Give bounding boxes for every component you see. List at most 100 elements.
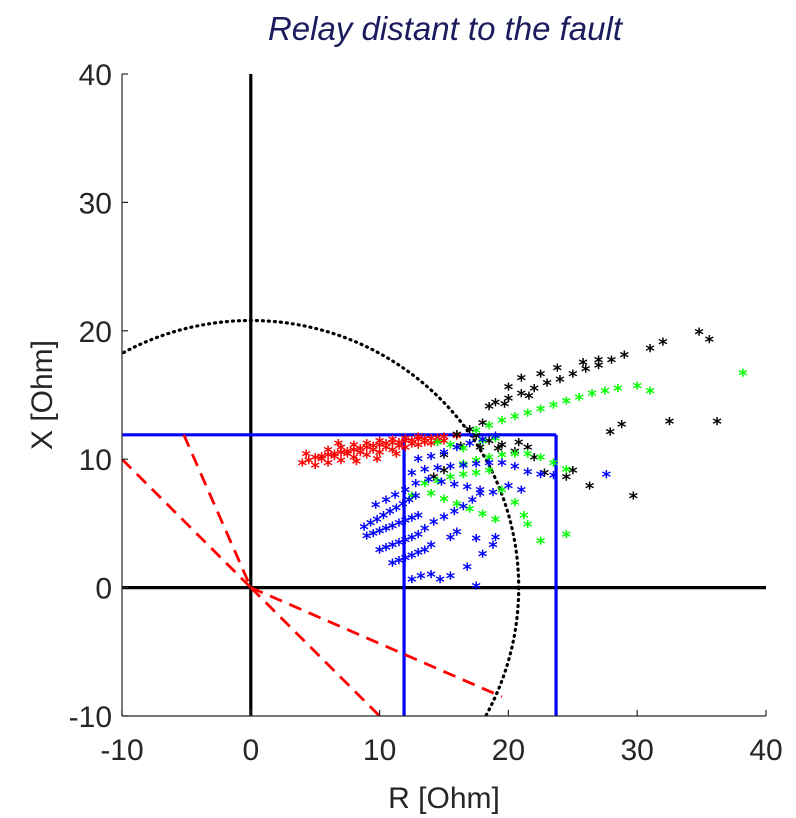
data-point: *	[478, 507, 488, 528]
x-tick-label: 10	[363, 734, 396, 767]
data-point: *	[381, 493, 391, 514]
data-point: *	[388, 432, 398, 453]
data-point: *	[392, 446, 402, 467]
data-point: *	[471, 457, 481, 478]
data-point: *	[607, 353, 617, 374]
data-point: *	[414, 451, 424, 472]
data-point: *	[594, 358, 604, 379]
data-point: *	[484, 418, 494, 439]
data-point: *	[407, 548, 417, 569]
data-point: *	[459, 499, 469, 520]
data-point: *	[435, 572, 445, 593]
data-point: *	[372, 451, 382, 472]
data-point: *	[510, 444, 520, 465]
data-point: *	[632, 378, 642, 399]
data-point: *	[359, 520, 369, 541]
data-point: *	[581, 362, 591, 383]
data-point: *	[356, 445, 366, 466]
data-point: *	[304, 453, 314, 474]
data-point: *	[439, 463, 449, 484]
data-point: *	[452, 428, 462, 449]
data-point: *	[426, 431, 436, 452]
data-point: *	[298, 455, 308, 476]
data-point: *	[330, 446, 340, 467]
data-point: *	[617, 417, 627, 438]
blinder-line-1	[122, 458, 252, 589]
data-point: *	[549, 398, 559, 419]
data-point: *	[362, 436, 372, 457]
data-point: *	[439, 430, 449, 451]
data-point: *	[645, 383, 655, 404]
data-point: *	[414, 527, 424, 548]
data-point: *	[471, 453, 481, 474]
data-point: *	[362, 448, 372, 469]
data-point: *	[420, 462, 430, 483]
data-point: *	[523, 464, 533, 485]
data-point: *	[446, 568, 456, 589]
data-point: *	[414, 430, 424, 451]
data-point: *	[388, 435, 398, 456]
data-point: *	[379, 508, 389, 529]
data-point: *	[426, 486, 436, 507]
data-point: *	[433, 430, 443, 451]
data-point: *	[362, 440, 372, 461]
data-point: *	[429, 514, 439, 535]
data-point: *	[497, 437, 507, 458]
data-point: *	[375, 437, 385, 458]
data-point: *	[336, 453, 346, 474]
data-point: *	[446, 437, 456, 458]
data-point: *	[658, 335, 668, 356]
data-point: *	[529, 450, 539, 471]
data-point: *	[665, 414, 675, 435]
y-tick-label: 40	[79, 59, 112, 92]
data-point: *	[510, 409, 520, 430]
data-point: *	[394, 516, 404, 537]
data-point: *	[524, 389, 534, 410]
data-point: *	[450, 477, 460, 498]
data-point: *	[459, 458, 469, 479]
data-point: *	[372, 512, 382, 533]
data-point: *	[536, 450, 546, 471]
data-point: *	[375, 434, 385, 455]
data-point: *	[452, 427, 462, 448]
data-point: *	[491, 428, 501, 449]
data-point: *	[433, 435, 443, 456]
data-point: *	[411, 489, 421, 510]
data-point: *	[446, 469, 456, 490]
data-point: *	[536, 467, 546, 488]
data-point: *	[368, 526, 378, 547]
data-point: *	[388, 538, 398, 559]
data-point: *	[594, 353, 604, 374]
data-point: *	[401, 434, 411, 455]
data-point: *	[362, 529, 372, 550]
data-point: *	[510, 459, 520, 480]
series-4: ******************************** * * * * *** *…	[359, 428, 611, 599]
data-point: *	[517, 371, 527, 392]
data-point: *	[478, 432, 488, 453]
x-tick-label: 20	[492, 734, 525, 767]
data-point: *	[426, 449, 436, 470]
data-point: *	[414, 508, 424, 529]
data-point: *	[420, 476, 430, 497]
data-point: *	[439, 445, 449, 466]
data-point: *	[468, 493, 478, 514]
data-point: *	[491, 530, 501, 551]
x-tick-label: 0	[242, 734, 259, 767]
data-point: *	[491, 395, 501, 416]
x-axis-label: R [Ohm]	[388, 782, 500, 815]
data-point: *	[585, 478, 595, 499]
data-point: *	[645, 341, 655, 362]
data-point: *	[317, 449, 327, 470]
data-point: *	[385, 504, 395, 525]
data-point: *	[310, 450, 320, 471]
data-point: *	[416, 568, 426, 589]
data-point: *	[523, 440, 533, 461]
data-point: *	[471, 579, 481, 600]
y-tick-label: 0	[95, 573, 112, 606]
data-point: *	[484, 434, 494, 455]
data-point: *	[497, 482, 507, 503]
data-point: *	[452, 496, 462, 517]
series-2: * * *** * * * * * * * * * * * * * *************** * * * * ** *…	[429, 324, 722, 509]
blinder-line-2	[182, 434, 253, 589]
data-point: *	[426, 436, 436, 457]
